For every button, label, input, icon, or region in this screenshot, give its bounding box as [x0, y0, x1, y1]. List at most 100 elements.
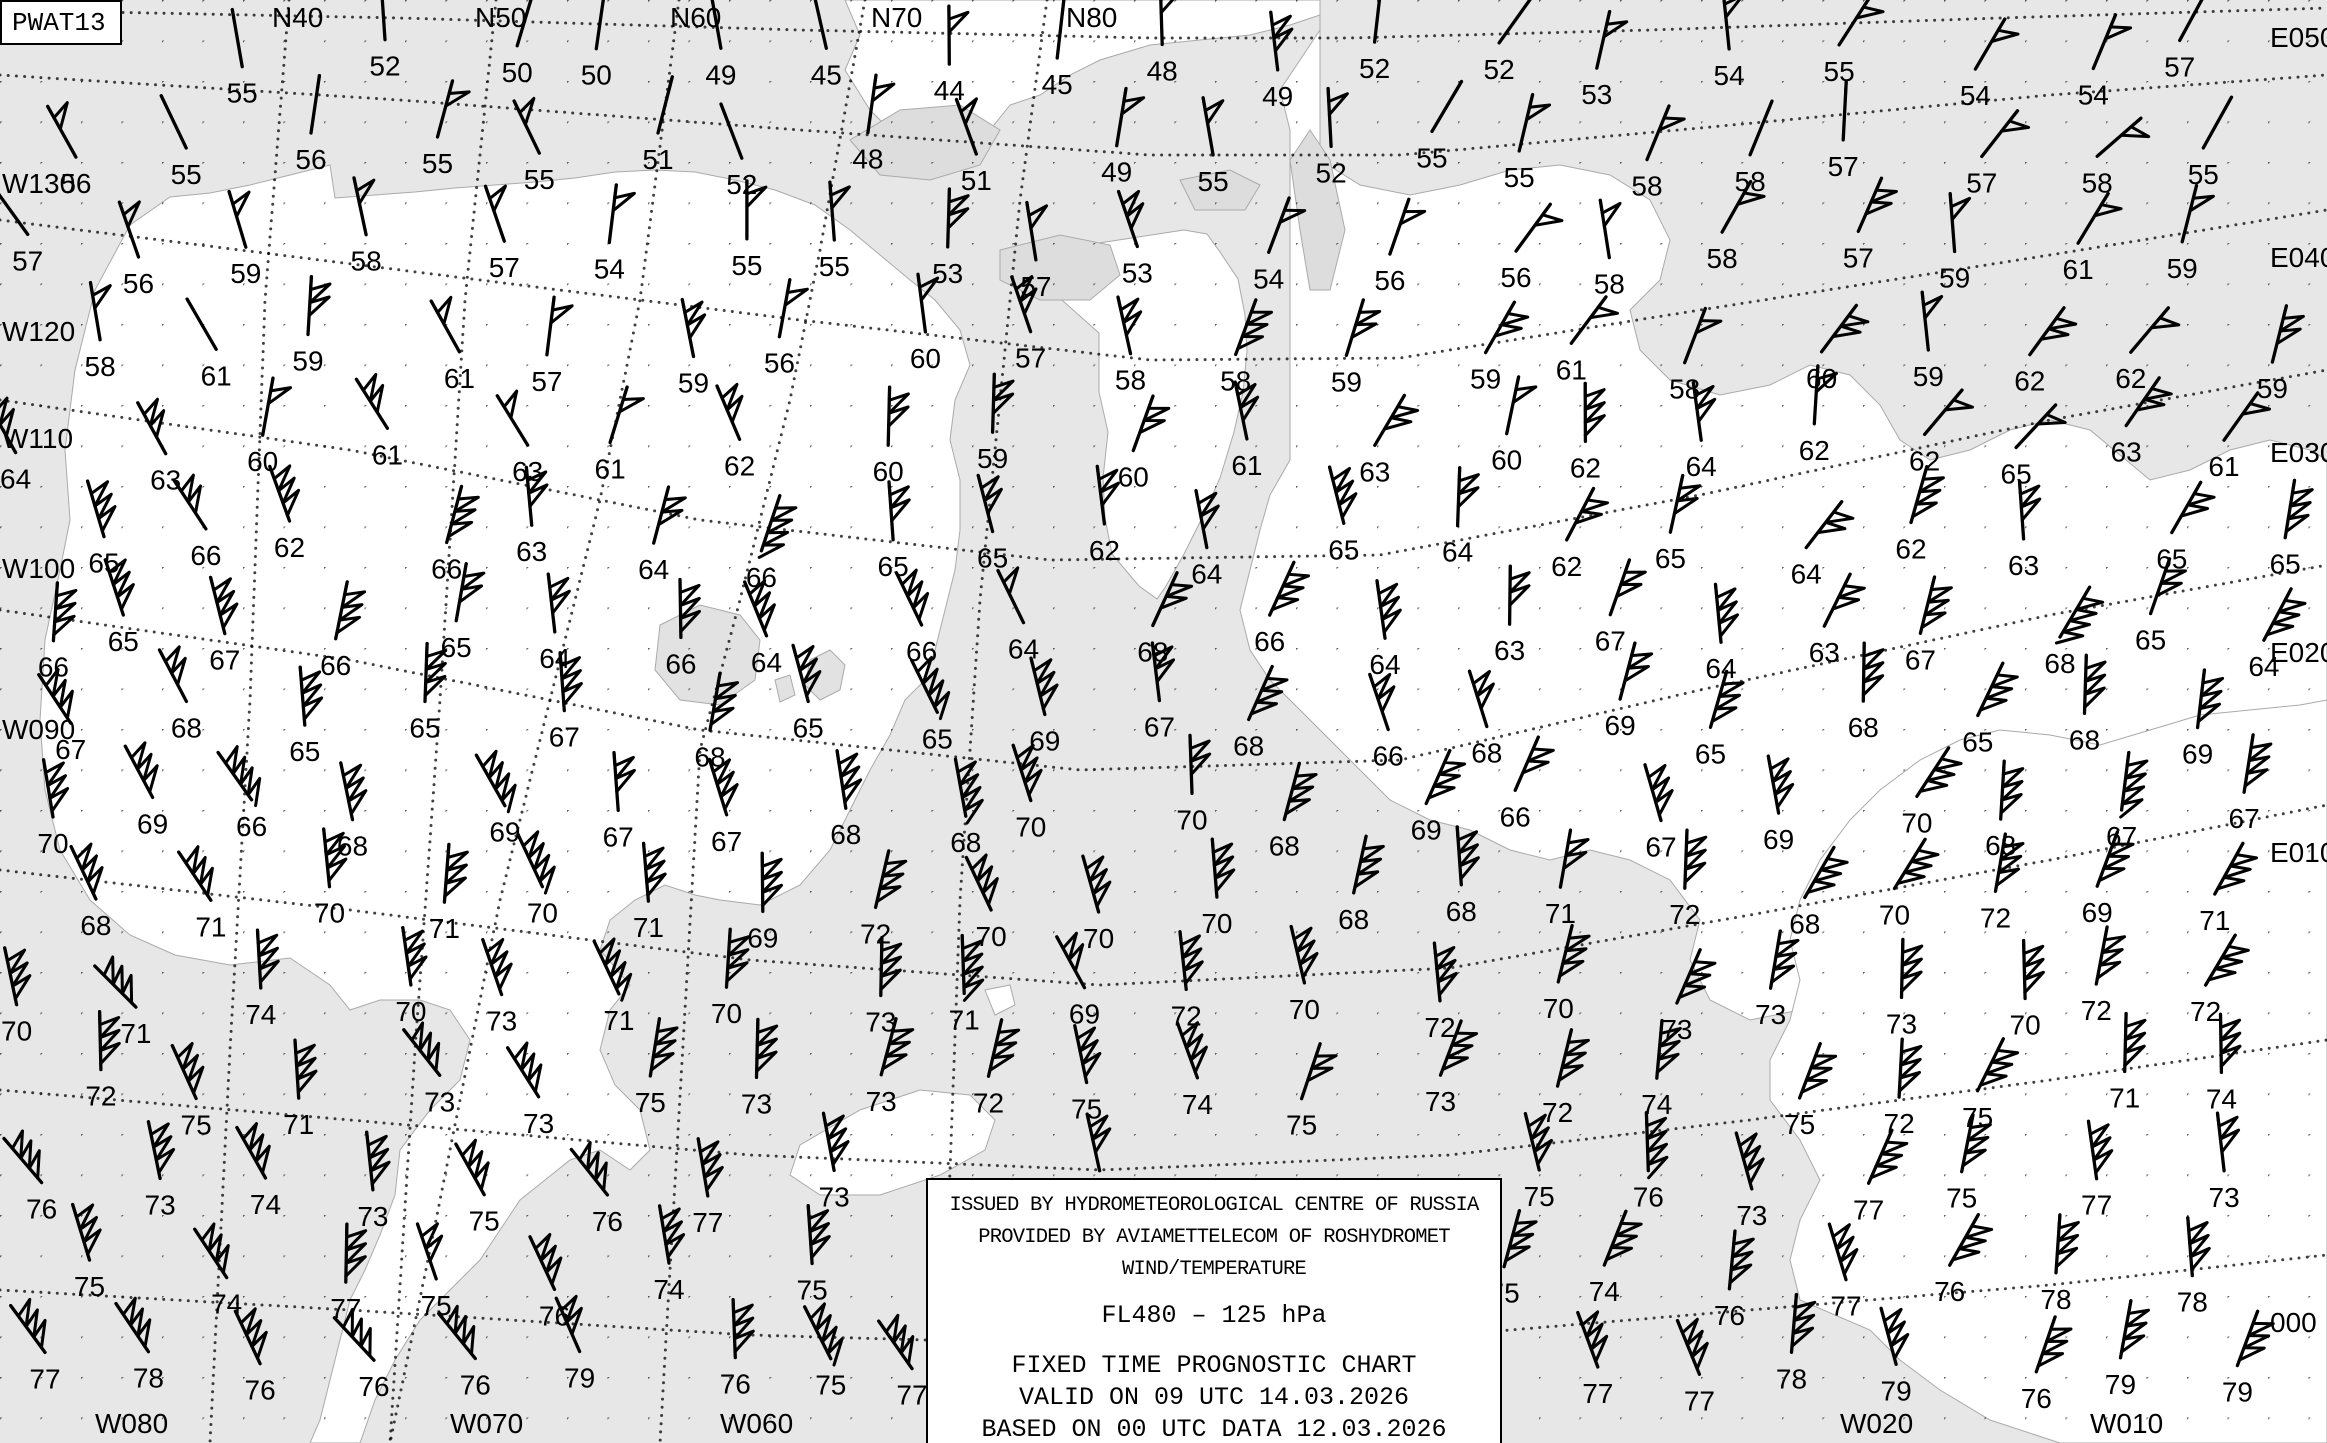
svg-text:64: 64	[1191, 559, 1222, 590]
svg-text:59: 59	[292, 346, 323, 377]
svg-text:65: 65	[2135, 625, 2166, 656]
svg-text:59: 59	[678, 368, 709, 399]
svg-text:68: 68	[1848, 712, 1879, 743]
svg-text:77: 77	[1582, 1378, 1613, 1409]
svg-text:54: 54	[1253, 263, 1284, 294]
svg-text:64: 64	[1705, 653, 1736, 684]
svg-text:78: 78	[1776, 1363, 1807, 1394]
svg-text:73: 73	[865, 1007, 896, 1038]
svg-text:68: 68	[1789, 909, 1820, 940]
svg-text:67: 67	[2106, 821, 2137, 852]
svg-text:73: 73	[523, 1108, 554, 1139]
svg-text:73: 73	[1755, 999, 1786, 1030]
svg-text:65: 65	[977, 543, 1008, 574]
svg-text:73: 73	[1886, 1008, 1917, 1039]
svg-text:66: 66	[431, 554, 462, 585]
svg-text:55: 55	[524, 164, 555, 195]
svg-text:55: 55	[2188, 159, 2219, 190]
svg-text:77: 77	[2081, 1190, 2112, 1221]
svg-text:64: 64	[1369, 649, 1400, 680]
svg-text:65: 65	[2001, 459, 2032, 490]
svg-text:76: 76	[26, 1194, 57, 1225]
svg-text:67: 67	[711, 826, 742, 857]
svg-text:56: 56	[764, 348, 795, 379]
svg-text:74: 74	[1182, 1089, 1213, 1120]
svg-text:66: 66	[1254, 626, 1285, 657]
svg-text:71: 71	[283, 1109, 314, 1140]
svg-text:57: 57	[1828, 151, 1859, 182]
svg-text:65: 65	[108, 626, 139, 657]
svg-text:59: 59	[1913, 361, 1944, 392]
svg-text:58: 58	[1735, 166, 1766, 197]
svg-text:77: 77	[1853, 1194, 1884, 1225]
svg-text:72: 72	[2190, 996, 2221, 1027]
svg-text:76: 76	[720, 1369, 751, 1400]
svg-text:76: 76	[358, 1371, 389, 1402]
svg-text:74: 74	[245, 999, 276, 1030]
svg-text:58: 58	[1631, 171, 1662, 202]
svg-text:68: 68	[2044, 648, 2075, 679]
svg-text:61: 61	[2063, 254, 2094, 285]
svg-text:67: 67	[603, 821, 634, 852]
svg-text:56: 56	[1374, 265, 1405, 296]
svg-text:66: 66	[906, 636, 937, 667]
svg-text:63: 63	[150, 465, 181, 496]
svg-text:53: 53	[1581, 79, 1612, 110]
svg-text:58: 58	[351, 246, 382, 277]
svg-text:68: 68	[1269, 831, 1300, 862]
svg-text:50: 50	[502, 57, 533, 88]
svg-text:48: 48	[852, 144, 883, 175]
svg-text:66: 66	[746, 562, 777, 593]
svg-text:69: 69	[1029, 726, 1060, 757]
svg-text:48: 48	[1147, 56, 1178, 87]
svg-text:58: 58	[2082, 167, 2113, 198]
svg-text:70: 70	[1201, 908, 1232, 939]
svg-text:69: 69	[1411, 815, 1442, 846]
svg-text:62: 62	[2014, 366, 2045, 397]
svg-text:65: 65	[2156, 544, 2187, 575]
svg-text:56: 56	[295, 144, 326, 175]
svg-text:55: 55	[731, 250, 762, 281]
svg-text:68: 68	[950, 827, 981, 858]
svg-text:57: 57	[1966, 168, 1997, 199]
svg-text:49: 49	[705, 59, 736, 90]
svg-text:69: 69	[747, 922, 778, 953]
svg-text:66: 66	[38, 652, 69, 683]
svg-text:77: 77	[330, 1293, 361, 1324]
svg-text:49: 49	[1101, 157, 1132, 188]
svg-text:59: 59	[2257, 373, 2288, 404]
svg-text:64: 64	[1686, 451, 1717, 482]
svg-text:59: 59	[230, 258, 261, 289]
svg-text:68: 68	[171, 712, 202, 743]
svg-text:70: 70	[314, 898, 345, 929]
svg-text:70: 70	[711, 998, 742, 1029]
svg-text:72: 72	[85, 1081, 116, 1112]
svg-text:65: 65	[1328, 534, 1359, 565]
svg-text:57: 57	[1843, 242, 1874, 273]
svg-text:62: 62	[2115, 363, 2146, 394]
svg-text:54: 54	[1960, 80, 1991, 111]
svg-text:53: 53	[932, 258, 963, 289]
svg-text:72: 72	[1542, 1097, 1573, 1128]
svg-text:54: 54	[2078, 80, 2109, 111]
svg-text:73: 73	[741, 1088, 772, 1119]
svg-text:73: 73	[145, 1190, 176, 1221]
svg-text:74: 74	[211, 1289, 242, 1320]
svg-text:61: 61	[1231, 450, 1262, 481]
svg-text:69: 69	[2082, 897, 2113, 928]
svg-text:75: 75	[1524, 1181, 1555, 1212]
svg-text:71: 71	[949, 1004, 980, 1035]
svg-text:76: 76	[460, 1370, 491, 1401]
svg-text:75: 75	[421, 1290, 452, 1321]
svg-text:62: 62	[274, 532, 305, 563]
svg-text:72: 72	[1980, 902, 2011, 933]
svg-text:64: 64	[1791, 559, 1822, 590]
svg-text:65: 65	[409, 713, 440, 744]
svg-text:74: 74	[653, 1274, 684, 1305]
svg-text:60: 60	[1806, 363, 1837, 394]
svg-text:74: 74	[250, 1189, 281, 1220]
svg-text:77: 77	[1830, 1291, 1861, 1322]
svg-text:62: 62	[1909, 445, 1940, 476]
svg-text:59: 59	[1939, 263, 1970, 294]
svg-text:55: 55	[422, 148, 453, 179]
